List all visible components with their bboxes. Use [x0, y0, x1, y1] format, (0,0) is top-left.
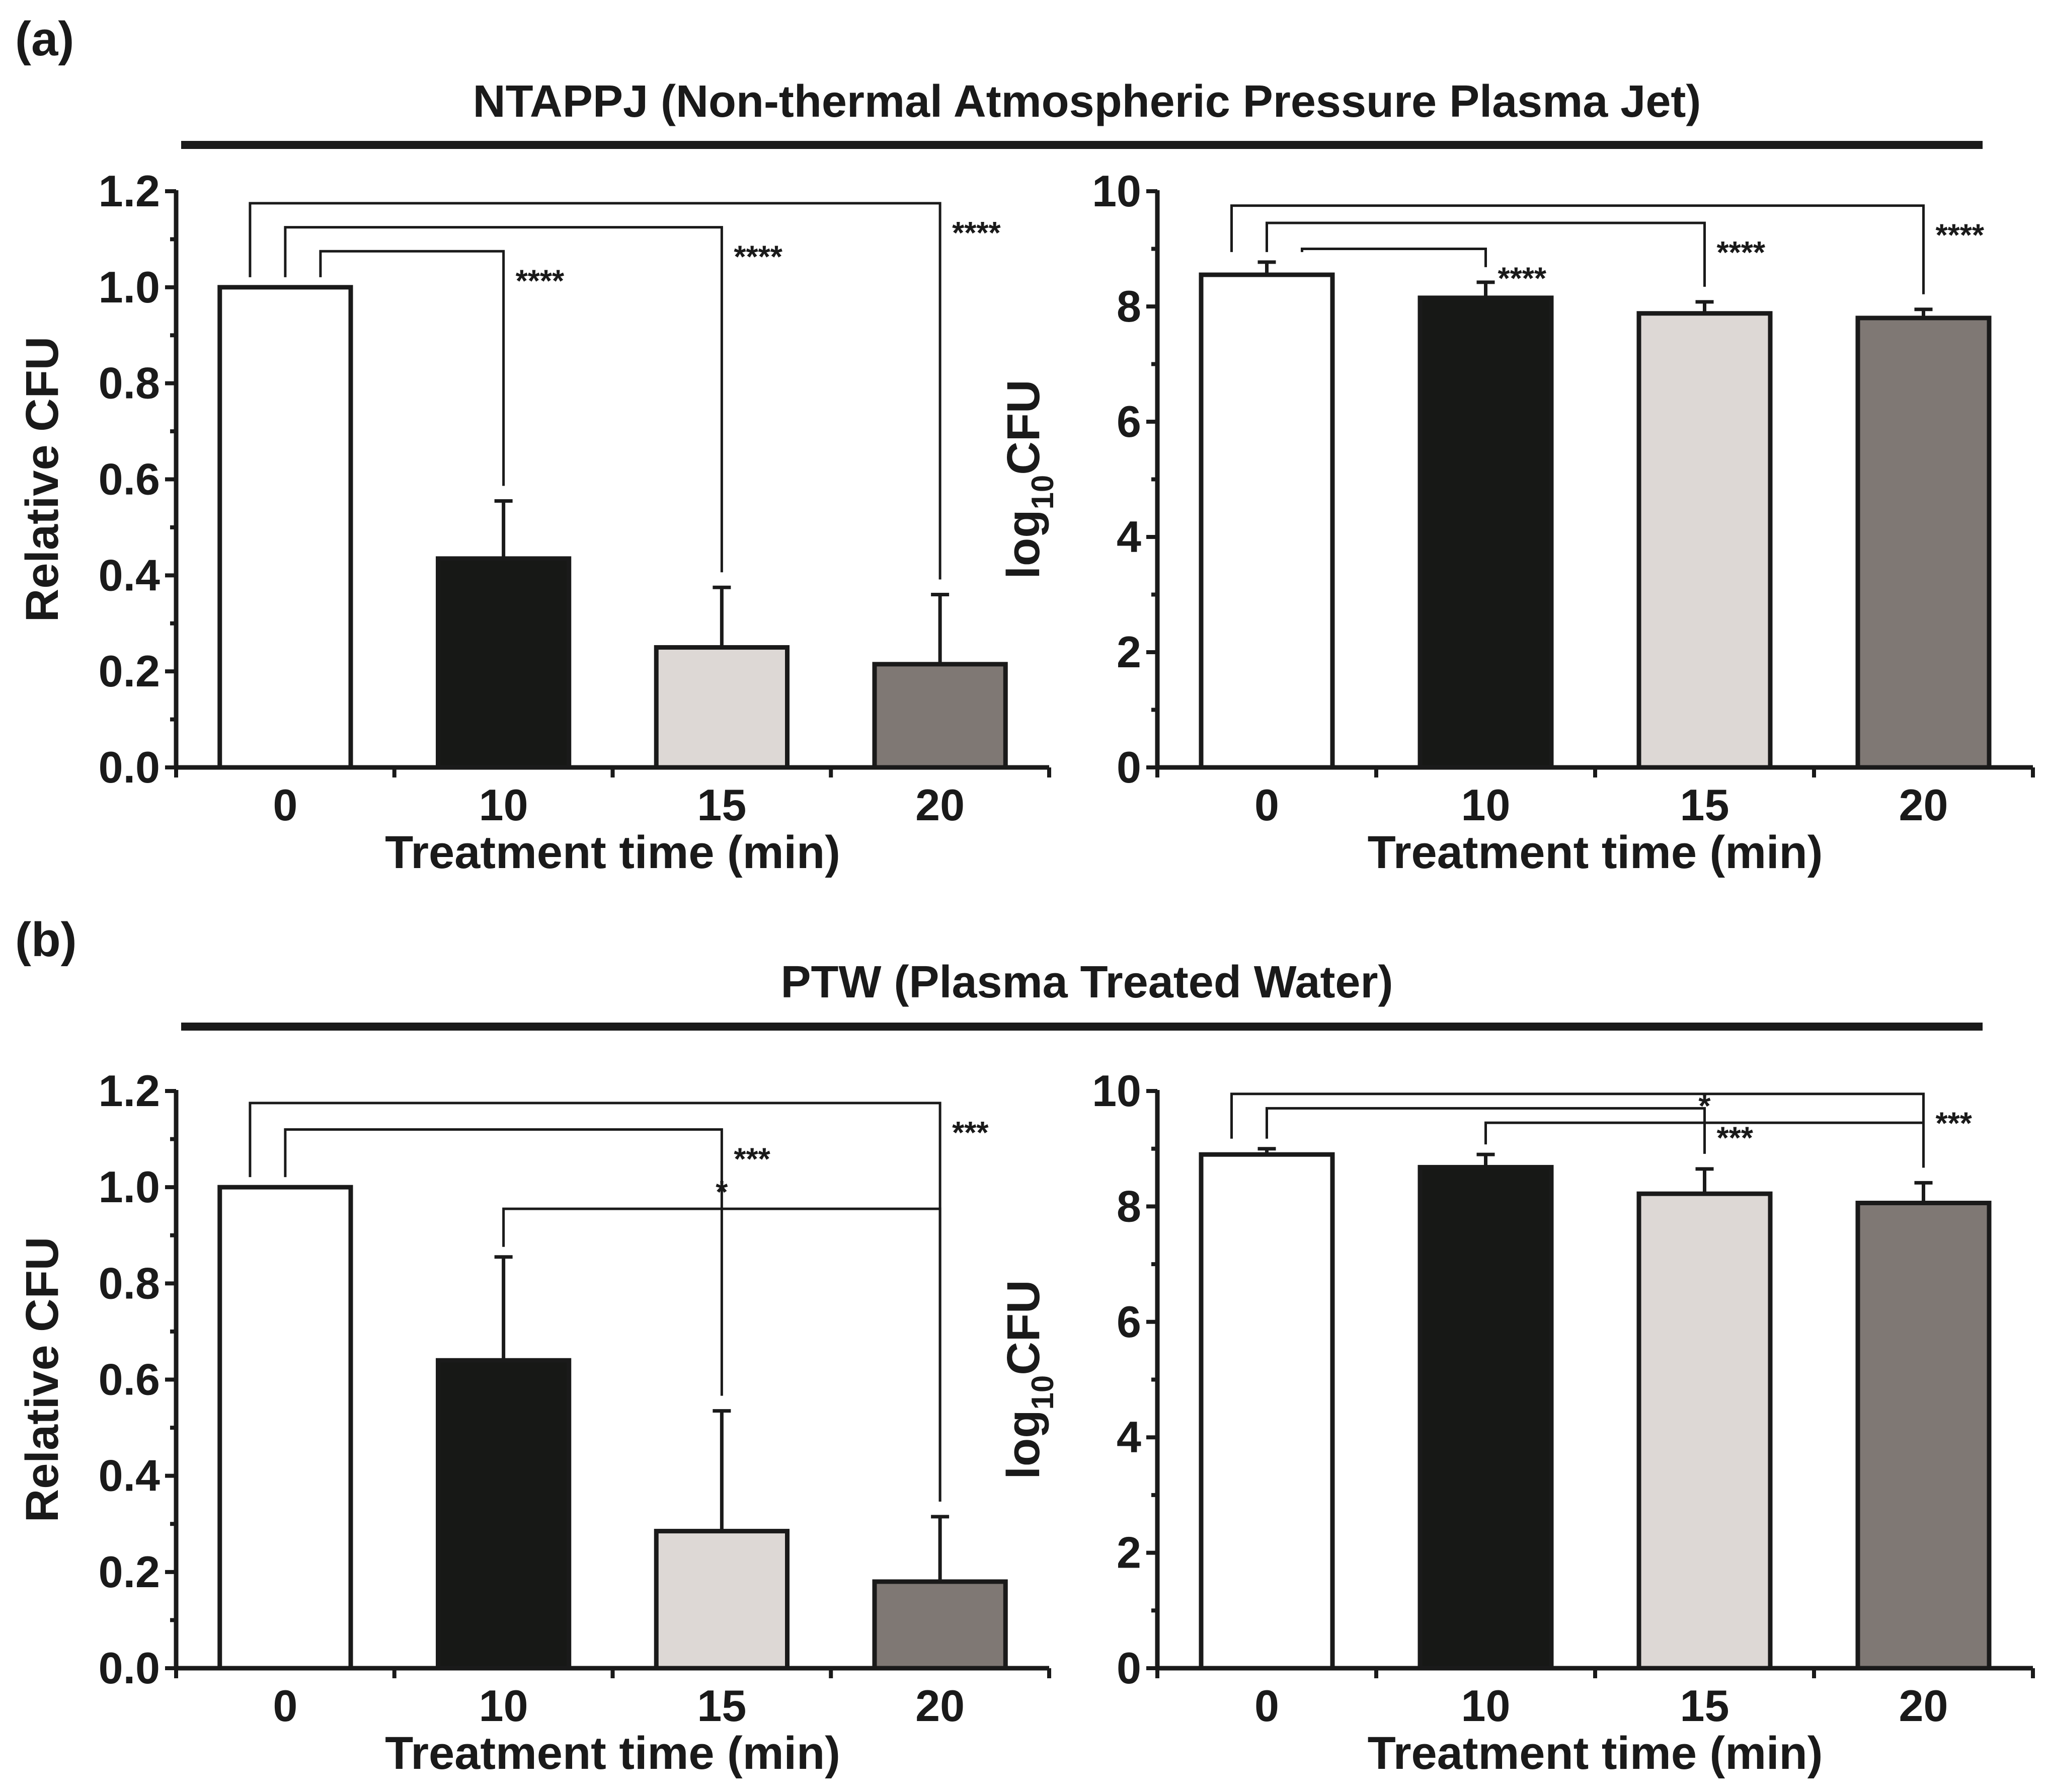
x-tick-label: 10: [1461, 1681, 1511, 1731]
significance-bracket: [249, 202, 941, 580]
y-tick-label: 2: [1117, 1528, 1141, 1578]
y-tick-label: 0.8: [99, 1258, 160, 1308]
significance-bracket: [1230, 204, 1925, 294]
chart-log-cfu-ntappj: 0 2 4 6 8 10 0 10 15 20 Treatment time (min) log10C…: [998, 166, 2035, 878]
y-tick-label: 1.0: [99, 1162, 160, 1212]
section-title-b: PTW (Plasma Treated Water): [781, 957, 1393, 1007]
x-tick-label: 15: [697, 780, 746, 830]
y-tick-label: 0.0: [99, 742, 160, 792]
y-tick-label: 10: [1092, 166, 1141, 216]
bar-10: [1418, 1164, 1554, 1671]
bar-15: [1636, 311, 1773, 770]
y-tick-label: 0.6: [99, 454, 160, 504]
significance-label: ****: [1498, 262, 1547, 296]
x-tick-label: 15: [1680, 780, 1729, 830]
x-tick-label: 10: [1461, 780, 1511, 830]
bar-0: [217, 285, 353, 770]
significance-bracket: [284, 1128, 723, 1396]
bar-0: [1199, 1152, 1335, 1671]
y-tick-label: 4: [1117, 512, 1141, 562]
bar-15: [654, 645, 790, 770]
chart-relative-cfu-ptw: 0.0 0.2 0.4 0.6 0.8 1.0 1.2 0 10 15 20 Treatment ti…: [17, 1066, 1051, 1779]
x-tick-label: 20: [1899, 1681, 1948, 1731]
y-tick-label: 0.2: [99, 646, 160, 696]
significance-label: ****: [1717, 236, 1766, 270]
significance-label: ****: [734, 240, 782, 275]
significance-label: *: [1698, 1089, 1711, 1124]
significance-label: ****: [1936, 218, 1985, 253]
y-tick-label: 1.0: [99, 262, 160, 312]
significance-bracket: [1266, 221, 1706, 287]
x-tick-label: 20: [1899, 780, 1948, 830]
panel-label-a: (a): [15, 12, 74, 66]
x-axis-title: Treatment time (min): [385, 827, 840, 878]
x-tick-label: 10: [479, 1681, 528, 1731]
bar-20: [872, 1579, 1008, 1671]
y-tick-label: 8: [1117, 281, 1141, 331]
chart-log-cfu-ptw: 0 2 4 6 8 10 0 10 15 20 Treatment time (min) log10C…: [998, 1066, 2035, 1779]
y-tick-label: 0.4: [99, 1451, 160, 1501]
bar-0: [1199, 272, 1335, 770]
y-axis-title: Relative CFU: [17, 1237, 68, 1523]
y-axis-title: log10CFU: [998, 379, 1060, 579]
y-axis-title: log10CFU: [998, 1280, 1060, 1479]
y-axis-title: Relative CFU: [17, 337, 68, 622]
y-tick-label: 0: [1117, 742, 1141, 792]
y-tick-label: 0.0: [99, 1643, 160, 1693]
y-tick-label: 8: [1117, 1181, 1141, 1231]
section-title-a: NTAPPJ (Non-thermal Atmospheric Pressure…: [473, 76, 1701, 127]
significance-label: ****: [516, 264, 565, 298]
significance-label: ***: [1936, 1107, 1973, 1141]
significance-label: ***: [1717, 1121, 1754, 1155]
x-tick-label: 15: [1680, 1681, 1729, 1731]
significance-label: *: [716, 1175, 728, 1210]
significance-bracket: [284, 226, 723, 573]
y-tick-label: 4: [1117, 1412, 1141, 1462]
bar-15: [1636, 1191, 1773, 1671]
bar-15: [654, 1529, 790, 1671]
significance-bracket: [502, 1207, 941, 1502]
x-tick-label: 20: [915, 780, 965, 830]
bar-10: [436, 1358, 572, 1671]
y-tick-label: 1.2: [99, 1066, 160, 1116]
bar-20: [872, 662, 1008, 770]
x-tick-label: 0: [1254, 780, 1279, 830]
panel-label-b: (b): [15, 913, 77, 967]
bar-10: [436, 556, 572, 770]
x-tick-label: 20: [915, 1681, 965, 1731]
significance-bracket: [1266, 1107, 1706, 1154]
y-tick-label: 0.6: [99, 1355, 160, 1405]
bar-20: [1855, 316, 1992, 770]
y-tick-label: 2: [1117, 627, 1141, 677]
significance-bracket: [319, 250, 505, 486]
significance-bracket: [1484, 1121, 1925, 1168]
bar-10: [1418, 295, 1554, 770]
x-tick-label: 0: [273, 780, 297, 830]
significance-label: ***: [952, 1116, 989, 1150]
significance-bracket: [1230, 1093, 1925, 1168]
significance-label: ****: [952, 216, 1001, 251]
y-tick-label: 1.2: [99, 166, 160, 216]
y-tick-label: 0.4: [99, 550, 160, 600]
significance-bracket: [1301, 248, 1487, 267]
y-tick-label: 10: [1092, 1066, 1141, 1116]
x-tick-label: 15: [697, 1681, 746, 1731]
x-tick-label: 10: [479, 780, 528, 830]
significance-label: ***: [734, 1142, 770, 1177]
y-tick-label: 0.8: [99, 358, 160, 408]
x-tick-label: 0: [273, 1681, 297, 1731]
x-axis-title: Treatment time (min): [1368, 827, 1823, 878]
x-axis-title: Treatment time (min): [385, 1728, 840, 1779]
y-tick-label: 0: [1117, 1643, 1141, 1693]
chart-relative-cfu-ntappj: 0.0 0.2 0.4 0.6 0.8 1.0 1.2 0 10 15 20 Treatment ti…: [17, 166, 1051, 878]
x-axis-title: Treatment time (min): [1368, 1728, 1823, 1779]
x-tick-label: 0: [1254, 1681, 1279, 1731]
y-tick-label: 6: [1117, 1297, 1141, 1347]
y-tick-label: 0.2: [99, 1547, 160, 1597]
bar-20: [1855, 1201, 1992, 1671]
significance-bracket: [249, 1102, 941, 1502]
bar-0: [217, 1185, 353, 1671]
y-tick-label: 6: [1117, 397, 1141, 446]
